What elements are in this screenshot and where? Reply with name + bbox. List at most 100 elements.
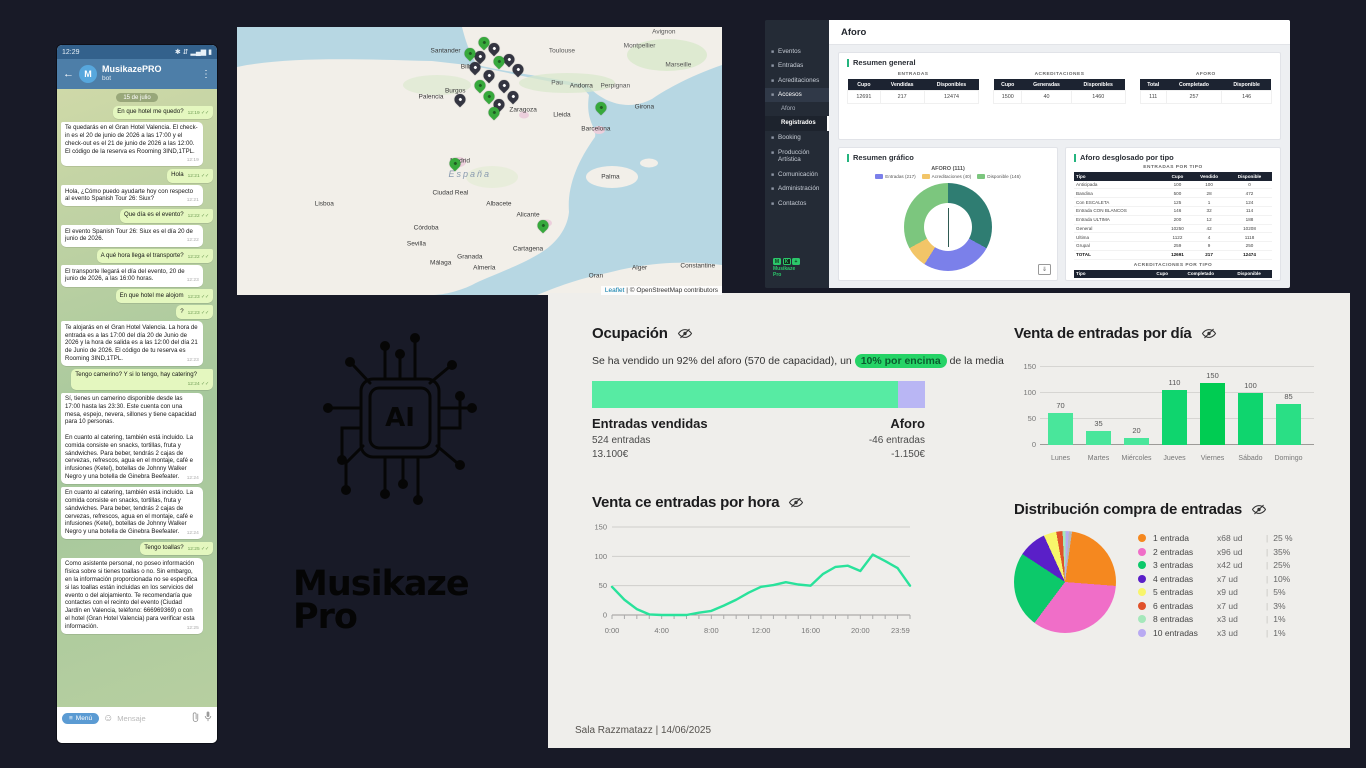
admin-main: Aforo Resumen general ENTRADAS Cupo Vendid…	[829, 20, 1290, 288]
map-pin[interactable]	[534, 217, 551, 233]
map-pin[interactable]	[505, 88, 522, 105]
kebab-menu-icon[interactable]: ⋮	[201, 68, 211, 80]
microphone-icon[interactable]	[204, 709, 212, 727]
chat-subtitle: bot	[102, 75, 112, 83]
hide-distribution-icon[interactable]	[1251, 503, 1267, 516]
chat-bubble-out: Que día es el evento? 12:22 ✓✓	[119, 208, 213, 223]
sidebar-item-produccion-artistica[interactable]: ■ Producción Artística	[771, 148, 810, 164]
svg-text:0:00: 0:00	[605, 626, 620, 635]
pie-legend-row: 1 entrada x68 ud | 25 %	[1138, 533, 1293, 543]
sidebar-item-aforo[interactable]: Aforo	[781, 105, 796, 112]
map-pin[interactable]	[510, 61, 527, 78]
map-pin[interactable]	[592, 99, 609, 116]
sidebar-item-accesos[interactable]: ■ Accesos	[765, 87, 829, 103]
chat-bubble-out: ? 12:23 ✓✓	[176, 305, 213, 319]
sidebar-logo-tile: +	[792, 258, 800, 265]
admin-body: Resumen general ENTRADAS Cupo Vendidas Disp…	[829, 45, 1290, 288]
resumen-general-card: Resumen general ENTRADAS Cupo Vendidas Disp…	[838, 52, 1281, 140]
table-row: Entrada ULTIMA 200 12 188	[1074, 215, 1272, 225]
donut-wrap: AFORO (111) Entradas (217) Acreditaciones…	[847, 165, 1049, 271]
leaflet-link[interactable]: Leaflet	[604, 287, 625, 294]
map-label: España	[448, 169, 492, 180]
hourly-sales-title-row: Venta ce entradas por hora	[592, 494, 804, 511]
bar-Sábado	[1238, 393, 1263, 445]
sidebar-item-eventos[interactable]: ■ Eventos	[771, 47, 801, 55]
map-label: Alger	[631, 264, 648, 272]
map-label: Montpellier	[623, 42, 656, 50]
summary-table-entradas: ENTRADAS Cupo Vendidas Disponibles 12691 217 1…	[847, 70, 980, 104]
map-label: Constantine	[680, 262, 716, 270]
chat-identity[interactable]: MusikazePRO bot	[102, 65, 196, 83]
avatar[interactable]: M	[79, 65, 97, 83]
sidebar-logo-tile: K	[782, 258, 791, 265]
comunicacion-icon: ■	[771, 171, 775, 178]
pie-legend-row: 5 entradas x9 ud | 5%	[1138, 587, 1293, 597]
table-row: Entrada CON BLANCOS 146 32 114	[1074, 206, 1272, 216]
donut-legend-item: Acreditaciones (40)	[921, 174, 971, 179]
svg-text:8:00: 8:00	[704, 626, 719, 635]
sidebar-item-acreditaciones[interactable]: ■ Acreditaciones	[771, 76, 820, 84]
pie-legend-row: 4 entradas x7 ud | 10%	[1138, 574, 1293, 584]
occupancy-title-row: Ocupación	[592, 325, 693, 342]
map-label: Cartagena	[512, 245, 544, 253]
emoji-icon[interactable]: ☺	[103, 712, 114, 724]
donut-legend-item: Disponible (146)	[977, 174, 1021, 179]
donut-legend: Entradas (217) Acreditaciones (40) Disponi…	[875, 174, 1021, 179]
status-icons: ✱ ⇵ ▂▄▆ ▮	[174, 49, 212, 56]
acreditaciones-icon: ■	[771, 77, 775, 84]
sidebar-item-entradas[interactable]: ■ Entradas	[771, 62, 804, 70]
admin-page-title: Aforo	[829, 20, 1290, 45]
map-label: Oran	[588, 272, 604, 280]
phone-status-bar: 12:29 ✱ ⇵ ▂▄▆ ▮	[57, 45, 217, 59]
capacity-stats: Aforo -46 entradas -1.150€	[868, 416, 925, 461]
menu-button[interactable]: ≡ Menú	[62, 712, 100, 724]
sidebar-item-comunicacion[interactable]: ■ Comunicación	[771, 170, 818, 178]
telegram-message-list: 15 de julio En que hotel me quedo? 12:19 …	[57, 89, 217, 707]
sidebar-item-booking[interactable]: ■ Booking	[771, 134, 801, 142]
bar-Jueves	[1162, 390, 1187, 445]
svg-text:50: 50	[599, 581, 607, 590]
sales-line	[610, 553, 912, 617]
map-land-shapes	[237, 27, 722, 295]
svg-text:12:00: 12:00	[752, 626, 771, 635]
hide-hourly-sales-icon[interactable]	[788, 496, 804, 509]
table-total-row: TOTAL 12691 217 12474	[1074, 249, 1272, 260]
table-row: Con ESCALETA 125 1 124	[1074, 197, 1272, 207]
resumen-grafico-card: Resumen gráfico AFORO (111) Entradas (21…	[838, 147, 1058, 281]
pie-legend-row: 6 entradas x7 ud | 3%	[1138, 601, 1293, 611]
map-label: Barcelona	[581, 125, 611, 133]
donut-title: AFORO (111)	[931, 166, 965, 172]
status-time: 12:29	[62, 48, 80, 56]
dashboard-footer: Sala Razzmatazz | 14/06/2025	[575, 725, 712, 736]
chat-bubble-in: El evento Spanish Tour 26: Siux es el dí…	[61, 225, 203, 247]
hamburger-icon: ≡	[69, 714, 73, 722]
sidebar-logo: M K + Musikaze Pro	[773, 258, 800, 278]
hide-daily-sales-icon[interactable]	[1201, 327, 1217, 340]
occupancy-bar-fill	[592, 381, 899, 408]
hide-occupancy-icon[interactable]	[677, 327, 693, 340]
map-label: Lleida	[553, 111, 571, 119]
chat-bubble-out: En que hotel me quedo? 12:19 ✓✓	[113, 105, 213, 120]
download-chart-button[interactable]: ⇓	[1038, 264, 1051, 275]
map-pin[interactable]	[452, 91, 468, 107]
map-label: Marseille	[665, 61, 692, 69]
map-label: Toulouse	[548, 47, 575, 55]
chat-bubble-out: En que hotel me alojom 12:23 ✓✓	[115, 289, 213, 303]
sidebar-item-registrados[interactable]: Registrados	[765, 116, 829, 131]
message-input[interactable]: Mensaje	[117, 713, 146, 723]
bar-Domingo	[1276, 404, 1301, 445]
sidebar-logo-tiles: M K +	[773, 258, 800, 265]
sidebar-item-contactos[interactable]: ■ Contactos	[771, 199, 807, 207]
spain-map[interactable]: SantanderBilbaoBurgosPalenciaZaragozaLle…	[237, 27, 722, 295]
map-label: Ciudad Real	[432, 189, 469, 197]
daily-sales-title-row: Venta de entradas por día	[1014, 325, 1217, 342]
back-icon[interactable]: ←	[63, 68, 74, 80]
map-label: Santander	[430, 47, 461, 55]
attach-icon[interactable]	[191, 709, 200, 727]
map-pin[interactable]	[447, 155, 464, 172]
summary-table-aforo: AFORO Total Completado Disponible 111 257 146	[1139, 70, 1272, 104]
sidebar-item-administracion[interactable]: ■ Administración	[771, 185, 820, 193]
desglose-table-acreditaciones: ACREDITACIONES POR TIPO Tipo Cupo Completad…	[1074, 263, 1272, 280]
telegram-chat-window: 12:29 ✱ ⇵ ▂▄▆ ▮ ← M MusikazePRO bot ⋮ 15…	[57, 45, 217, 743]
map-label: Burgos	[444, 87, 466, 95]
